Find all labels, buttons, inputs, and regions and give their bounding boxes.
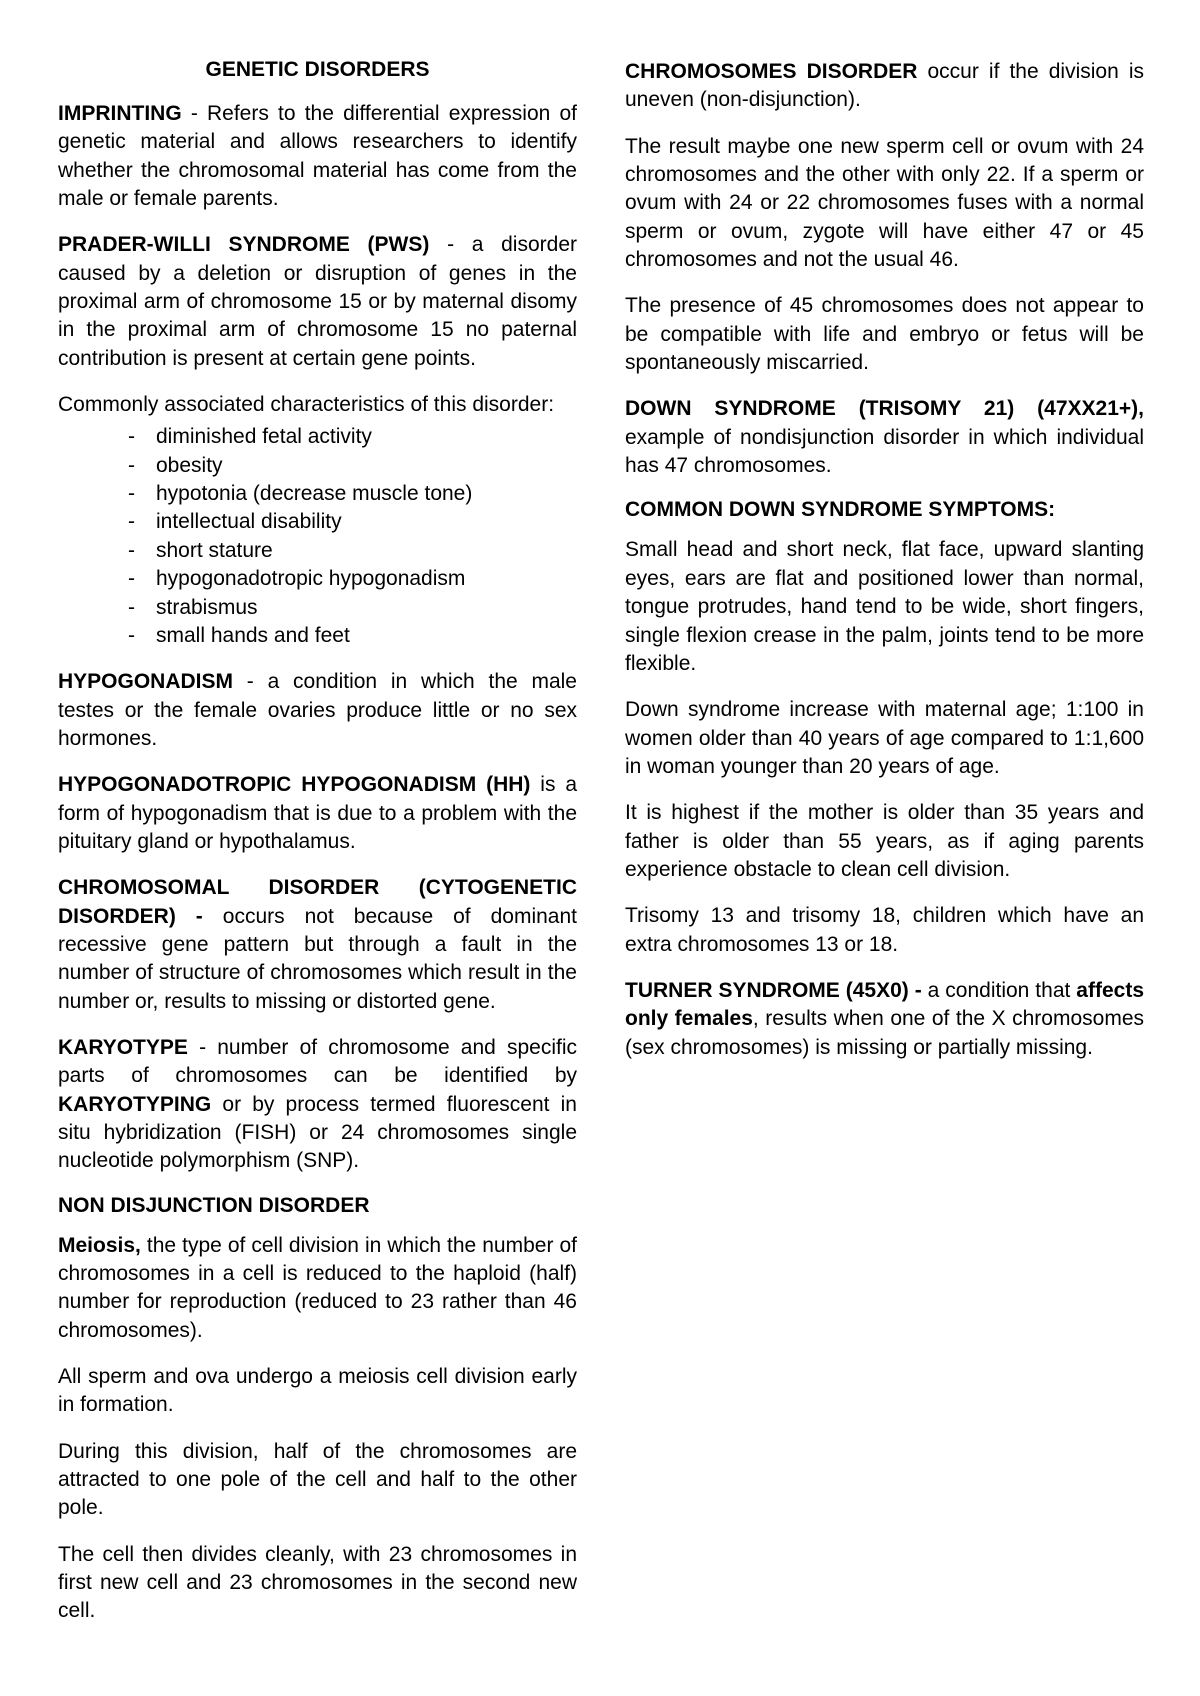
term-meiosis: Meiosis,	[58, 1234, 141, 1257]
pws-list: diminished fetal activity obesity hypoto…	[58, 423, 577, 650]
term-turner: TURNER SYNDROME (45X0) -	[625, 979, 922, 1002]
term-karyotyping: KARYOTYPING	[58, 1093, 211, 1116]
para-cell23: The cell then divides cleanly, with 23 c…	[58, 1541, 577, 1626]
para-division: During this division, half of the chromo…	[58, 1438, 577, 1523]
pws-chars-intro: Commonly associated characteristics of t…	[58, 391, 577, 419]
document-body: GENETIC DISORDERS IMPRINTING - Refers to…	[58, 58, 1144, 1638]
doc-title: GENETIC DISORDERS	[58, 58, 577, 82]
list-item: small hands and feet	[128, 622, 577, 650]
term-hh: HYPOGONADOTROPIC HYPOGONADISM (HH)	[58, 773, 530, 796]
term-hypogonadism: HYPOGONADISM	[58, 670, 233, 693]
para-karyotype: KARYOTYPE - number of chromosome and spe…	[58, 1034, 577, 1176]
para-hh: HYPOGONADOTROPIC HYPOGONADISM (HH) is a …	[58, 771, 577, 856]
para-meiosis: Meiosis, the type of cell division in wh…	[58, 1232, 577, 1345]
para-down-age: Down syndrome increase with maternal age…	[625, 696, 1144, 781]
list-item: obesity	[128, 452, 577, 480]
para-cyto: CHROMOSOMAL DISORDER (CYTOGENETIC DISORD…	[58, 874, 577, 1016]
para-pws: PRADER-WILLI SYNDROME (PWS) - a disorder…	[58, 231, 577, 373]
list-item: strabismus	[128, 594, 577, 622]
para-45: The presence of 45 chromosomes does not …	[625, 292, 1144, 377]
para-down-highest: It is highest if the mother is older tha…	[625, 799, 1144, 884]
para-chr-dis: CHROMOSOMES DISORDER occur if the divisi…	[625, 58, 1144, 115]
list-item: short stature	[128, 537, 577, 565]
term-imprinting: IMPRINTING	[58, 102, 182, 125]
para-hypogonadism: HYPOGONADISM - a condition in which the …	[58, 668, 577, 753]
term-chr-dis: CHROMOSOMES DISORDER	[625, 60, 917, 83]
list-item: hypotonia (decrease muscle tone)	[128, 480, 577, 508]
para-down: DOWN SYNDROME (TRISOMY 21) (47XX21+), ex…	[625, 395, 1144, 480]
list-item: diminished fetal activity	[128, 423, 577, 451]
para-turner: TURNER SYNDROME (45X0) - a condition tha…	[625, 977, 1144, 1062]
para-down-sym: Small head and short neck, flat face, up…	[625, 536, 1144, 678]
term-down: DOWN SYNDROME (TRISOMY 21) (47XX21+),	[625, 397, 1144, 420]
term-pws: PRADER-WILLI SYNDROME (PWS)	[58, 233, 429, 256]
body-down: example of nondisjunction disorder in wh…	[625, 426, 1144, 477]
term-karyotype: KARYOTYPE	[58, 1036, 188, 1059]
body-turner-1: a condition that	[922, 979, 1077, 1002]
para-sperm: All sperm and ova undergo a meiosis cell…	[58, 1363, 577, 1420]
heading-down-symptoms: COMMON DOWN SYNDROME SYMPTOMS:	[625, 498, 1144, 522]
para-imprinting: IMPRINTING - Refers to the differential …	[58, 100, 577, 213]
para-result: The result maybe one new sperm cell or o…	[625, 133, 1144, 275]
list-item: hypogonadotropic hypogonadism	[128, 565, 577, 593]
para-trisomy1318: Trisomy 13 and trisomy 18, children whic…	[625, 902, 1144, 959]
list-item: intellectual disability	[128, 508, 577, 536]
heading-ndd: NON DISJUNCTION DISORDER	[58, 1194, 577, 1218]
